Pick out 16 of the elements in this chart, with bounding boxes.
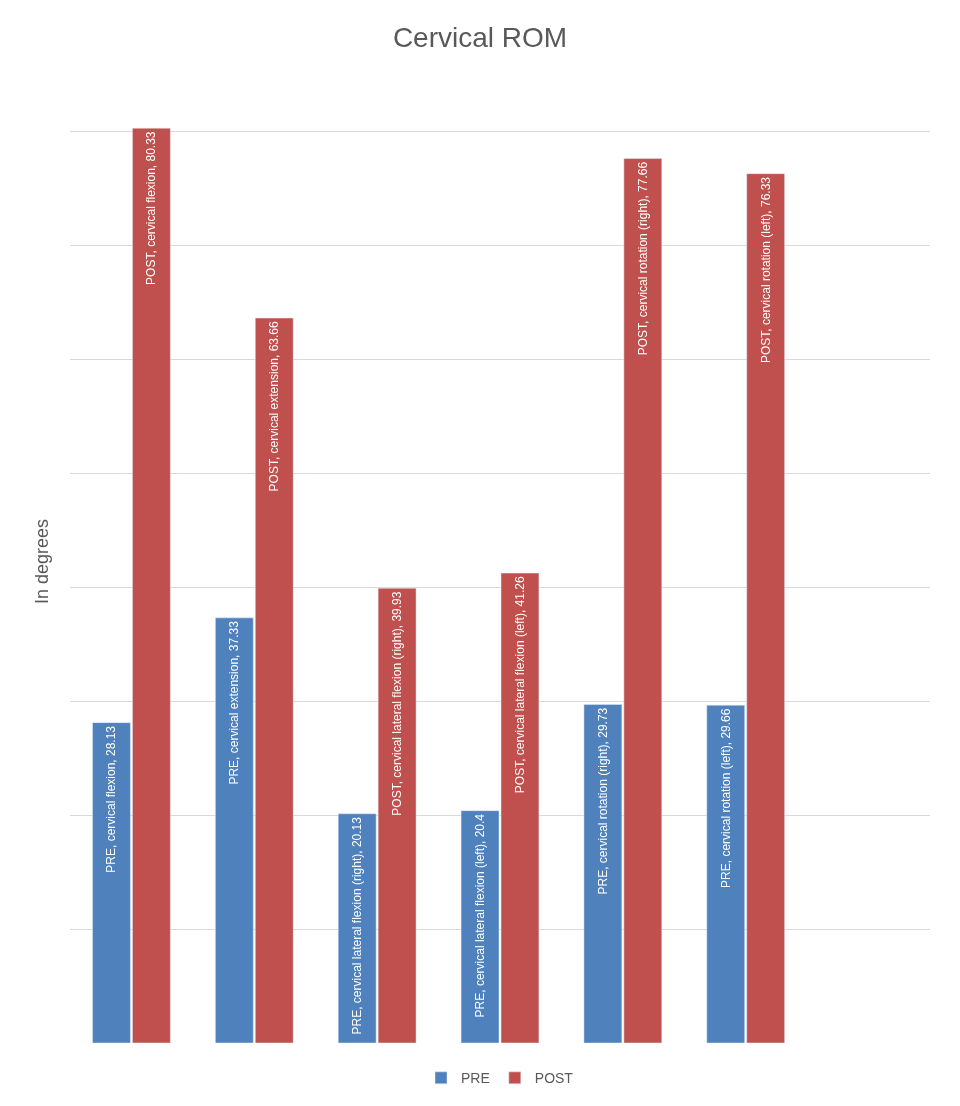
data-label: POST, cervical extension, 63.66 [267, 321, 282, 492]
data-label: PRE, cervical lateral flexion (right), 20.13 [350, 816, 365, 1035]
data-label: POST, cervical rotation (left), 76.33 [758, 176, 773, 364]
data-label: PRE, cervical flexion, 28.13 [104, 725, 119, 873]
y-axis-title: In degrees [32, 518, 53, 605]
data-label: POST, cervical lateral flexion (left), 41.26 [512, 576, 527, 794]
data-label: POST, cervical rotation (right), 77.66 [635, 161, 650, 356]
data-label: PRE, cervical rotation (left), 29.66 [718, 708, 733, 888]
chart-title: Cervical ROM [392, 22, 568, 54]
legend-label: PRE [461, 1070, 490, 1087]
data-label: PRE, cervical rotation (right), 29.73 [595, 707, 610, 895]
legend-label: POST [534, 1070, 574, 1087]
data-label: PRE, cervical extension, 37.33 [227, 620, 242, 785]
data-label: PRE, cervical lateral flexion (left), 20.4 [473, 813, 488, 1018]
data-label: POST, cervical lateral flexion (right), 39.93 [390, 591, 405, 816]
data-label: POST, cervical flexion, 80.33 [144, 131, 159, 285]
